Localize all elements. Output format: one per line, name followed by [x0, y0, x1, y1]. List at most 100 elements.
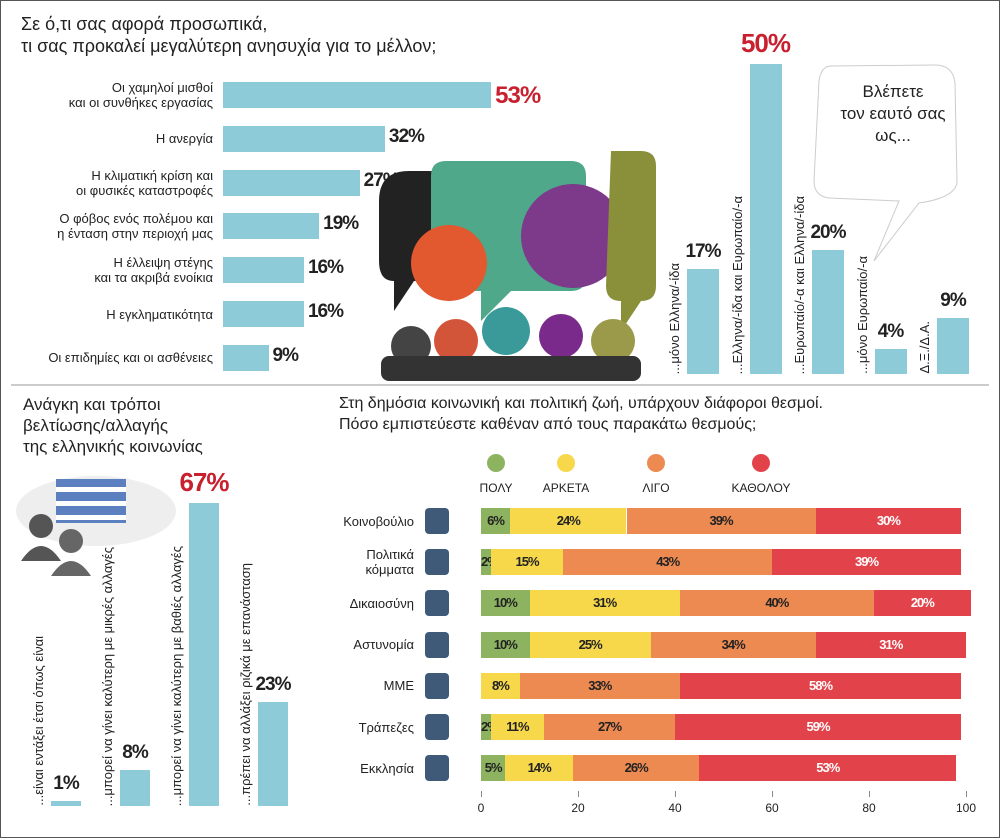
value-label: 26%: [624, 760, 649, 776]
bar-segment: [815, 631, 966, 658]
value-label: 30%: [876, 513, 901, 528]
category-label: Η ανεργία: [155, 131, 213, 147]
value-label: 16%: [307, 257, 344, 279]
bar: [937, 318, 969, 374]
value-label: 58%: [808, 677, 833, 693]
icon: [425, 755, 449, 782]
bar-segment: [481, 672, 520, 699]
bar-segment: [481, 714, 491, 740]
value-label: 19%: [323, 213, 359, 235]
value-label: 43%: [656, 554, 680, 570]
x-tick-label: 40: [668, 801, 682, 815]
value-label: 27%: [363, 169, 400, 191]
category-label: Ο φόβος ενός πολέμου και η ένταση στην π…: [57, 211, 213, 242]
bar: [223, 125, 385, 152]
illustration: [379, 151, 656, 381]
value-label: 50%: [740, 28, 791, 58]
value-label: 24%: [556, 513, 581, 528]
value-label: 31%: [879, 636, 903, 652]
value-label: 53%: [816, 760, 840, 776]
category-label: ΜΜΕ: [383, 678, 414, 694]
value-label: 39%: [709, 513, 734, 528]
flag-people: [16, 476, 176, 576]
value-label: 10%: [493, 636, 518, 652]
bar-segment: [675, 714, 962, 740]
category-label: Οι χαμηλοί μισθοί και οι συνθήκες εργασί…: [68, 80, 213, 110]
value-label: 4%: [877, 321, 904, 343]
value-label: 5%: [484, 760, 503, 776]
bar-segment: [772, 549, 962, 576]
bar: [189, 503, 219, 806]
bar-segment: [563, 549, 772, 576]
bar: [223, 82, 492, 108]
category-label: Η εγκληματικότητα: [106, 306, 213, 322]
category-label: Τράπεζες: [358, 719, 414, 735]
value-label: 53%: [495, 82, 541, 109]
category-label: Δ.Ξ./Δ.Α.: [917, 321, 932, 374]
value-label: 9%: [272, 344, 299, 366]
value-label: 40%: [765, 595, 789, 611]
bar: [120, 769, 150, 806]
bar-segment: [510, 508, 627, 534]
bar-segment: [481, 549, 491, 576]
category-label: ...μόνο Ευρωπαίο/-α: [854, 256, 870, 374]
category-label: ...πρέπει να αλλάξει ριζικά με επανάστασ…: [238, 563, 253, 806]
category-label: ...μπορεί να γίνει καλύτερη με βαθιές αλ…: [169, 545, 184, 806]
bar-segment: [481, 755, 506, 782]
x-tick-label: 80: [862, 801, 876, 815]
value-label: 67%: [179, 467, 229, 498]
legend-label: ΑΡΚΕΤΑ: [542, 481, 590, 495]
value-label: 1%: [53, 773, 79, 795]
bar: [51, 801, 81, 806]
category-label: Οι επιδημίες και οι ασθένειες: [48, 350, 213, 366]
category-label: Αστυνομία: [353, 637, 414, 653]
value-label: 8%: [122, 741, 148, 763]
bar-segment: [490, 549, 564, 576]
bar-segment: [529, 631, 651, 658]
speech-bubble: [813, 64, 958, 262]
value-label: 17%: [685, 240, 721, 262]
chart-title: Στη δημόσια κοινωνική και πολιτική ζωή, …: [339, 395, 823, 433]
bar: [258, 702, 288, 806]
bar-segment: [573, 755, 700, 782]
bar-segment: [481, 590, 530, 617]
category-label: ...Ευρωπαίο/-α και Ελληνα/-ίδα: [792, 195, 807, 374]
value-label: 8%: [491, 677, 510, 693]
legend-label: ΠΟΛΥ: [479, 481, 513, 495]
bar: [223, 301, 304, 327]
category-label: ...μόνο Ελληνα/-ίδα: [667, 262, 682, 374]
category-label: ...μπορεί να γίνει καλύτερη με μικρές αλ…: [100, 546, 115, 806]
bar: [223, 257, 304, 284]
value-label: 9%: [940, 290, 966, 312]
category-label: Εκκλησία: [360, 760, 414, 776]
bar-segment: [529, 590, 680, 617]
legend-marker: [557, 454, 575, 472]
category-label: Η κλιματική κρίση και οι φυσικές καταστρ…: [76, 167, 213, 198]
legend-label: ΛΙΓΟ: [642, 481, 670, 495]
bar-segment: [679, 590, 874, 617]
legend-marker: [487, 454, 505, 472]
bar-segment: [519, 672, 680, 699]
bar-segment: [650, 631, 816, 658]
bar-segment: [481, 631, 530, 658]
icon: [425, 631, 449, 658]
bar-segment: [699, 755, 957, 782]
value-label: 32%: [388, 125, 425, 147]
category-label: Κοινοβούλιο: [343, 513, 414, 529]
value-label: 20%: [810, 222, 846, 243]
value-label: 6%: [487, 513, 505, 528]
bar-segment: [505, 755, 574, 782]
icon: [425, 590, 449, 617]
legend-marker: [647, 454, 665, 472]
value-label: 16%: [307, 301, 344, 322]
icon: [425, 508, 449, 534]
icon: [425, 672, 449, 699]
tick-mark: [772, 791, 773, 797]
legend-label: ΚΑΘΟΛΟΥ: [731, 481, 791, 495]
bar-segment: [815, 508, 962, 534]
bar: [812, 250, 844, 374]
chart-title: Ανάγκη και τρόποι βελτίωσης/αλλαγής της …: [23, 395, 203, 456]
category-label: ...Ελληνα/-ίδα και Ευρωπαίο/-α: [729, 195, 745, 374]
